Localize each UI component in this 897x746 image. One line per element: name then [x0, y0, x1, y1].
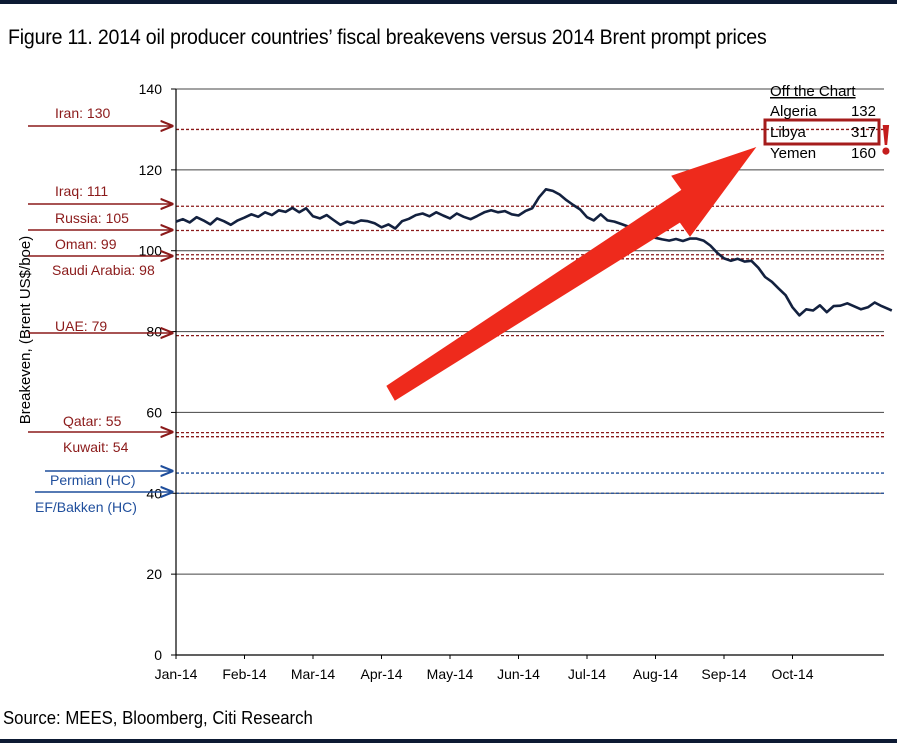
red-trend-arrow [386, 147, 757, 401]
figure-title: Figure 11. 2014 oil producer countries’ … [8, 26, 767, 49]
reference-label: Oman: 99 [55, 236, 117, 252]
x-tick-label: May-14 [427, 666, 474, 682]
x-tick-label: Mar-14 [291, 666, 336, 682]
x-tick-label: Jul-14 [568, 666, 606, 682]
brent-price-line [175, 188, 893, 317]
y-tick-label: 20 [146, 566, 162, 582]
y-tick-label: 80 [146, 324, 162, 340]
bottom-rule [0, 739, 897, 743]
off-chart-row-name: Libya [770, 124, 807, 141]
x-tick-label: Feb-14 [222, 666, 267, 682]
y-tick-label: 60 [146, 404, 162, 420]
x-tick-label: Sep-14 [701, 666, 746, 682]
axes [175, 89, 884, 656]
y-axis-label: Breakeven, (Brent US$/boe) [17, 236, 34, 424]
x-tick-label: Oct-14 [771, 666, 813, 682]
off-chart-row-value: 132 [851, 103, 876, 120]
off-chart-row-name: Algeria [770, 103, 817, 120]
y-tick-label: 120 [139, 162, 163, 178]
x-tick-labels: Jan-14 Feb-14 Mar-14 Apr-14 May-14 Jun-14 Jul-… [155, 655, 814, 682]
reference-label: EF/Bakken (HC) [35, 499, 137, 515]
y-tick-label: 40 [146, 485, 162, 501]
trend-arrow [386, 147, 757, 401]
reference-label: Iraq: 111 [55, 183, 108, 199]
y-tick-label: 140 [139, 81, 163, 97]
libya-highlight-box [763, 118, 881, 146]
y-tick-label: 100 [139, 243, 163, 259]
source-note: Source: MEES, Bloomberg, Citi Research [3, 708, 313, 728]
x-tick-label: Jun-14 [497, 666, 540, 682]
alert-exclamation: ! [879, 115, 894, 164]
off-chart-title: Off the Chart [770, 83, 856, 100]
reference-label: Permian (HC) [50, 472, 136, 488]
reference-label: Iran: 130 [55, 105, 110, 121]
gridlines [171, 88, 884, 656]
reference-label: Kuwait: 54 [63, 439, 129, 455]
off-chart-row-name: Yemen [770, 145, 816, 162]
off-chart-row-value: 317 [851, 124, 876, 141]
brent-series [175, 188, 893, 317]
reference-label: Saudi Arabia: 98 [52, 262, 155, 278]
reference-label: UAE: 79 [55, 318, 107, 334]
off-chart-row-value: 160 [851, 145, 876, 162]
y-tick-label: 0 [154, 647, 162, 663]
reference-label: Russia: 105 [55, 210, 129, 226]
x-tick-label: Apr-14 [360, 666, 402, 682]
x-tick-label: Jan-14 [155, 666, 198, 682]
reference-label: Qatar: 55 [63, 413, 122, 429]
top-rule [0, 0, 897, 4]
x-tick-label: Aug-14 [633, 666, 678, 682]
off-the-chart-table: Off the Chart Algeria 132 Libya 317 Yeme… [763, 83, 894, 164]
breakeven-labels: Iran: 130 Iraq: 111 Russia: 105 Oman: 99 Sau… [28, 105, 172, 515]
y-tick-labels: 0 20 40 60 80 100 120 140 [139, 81, 163, 663]
